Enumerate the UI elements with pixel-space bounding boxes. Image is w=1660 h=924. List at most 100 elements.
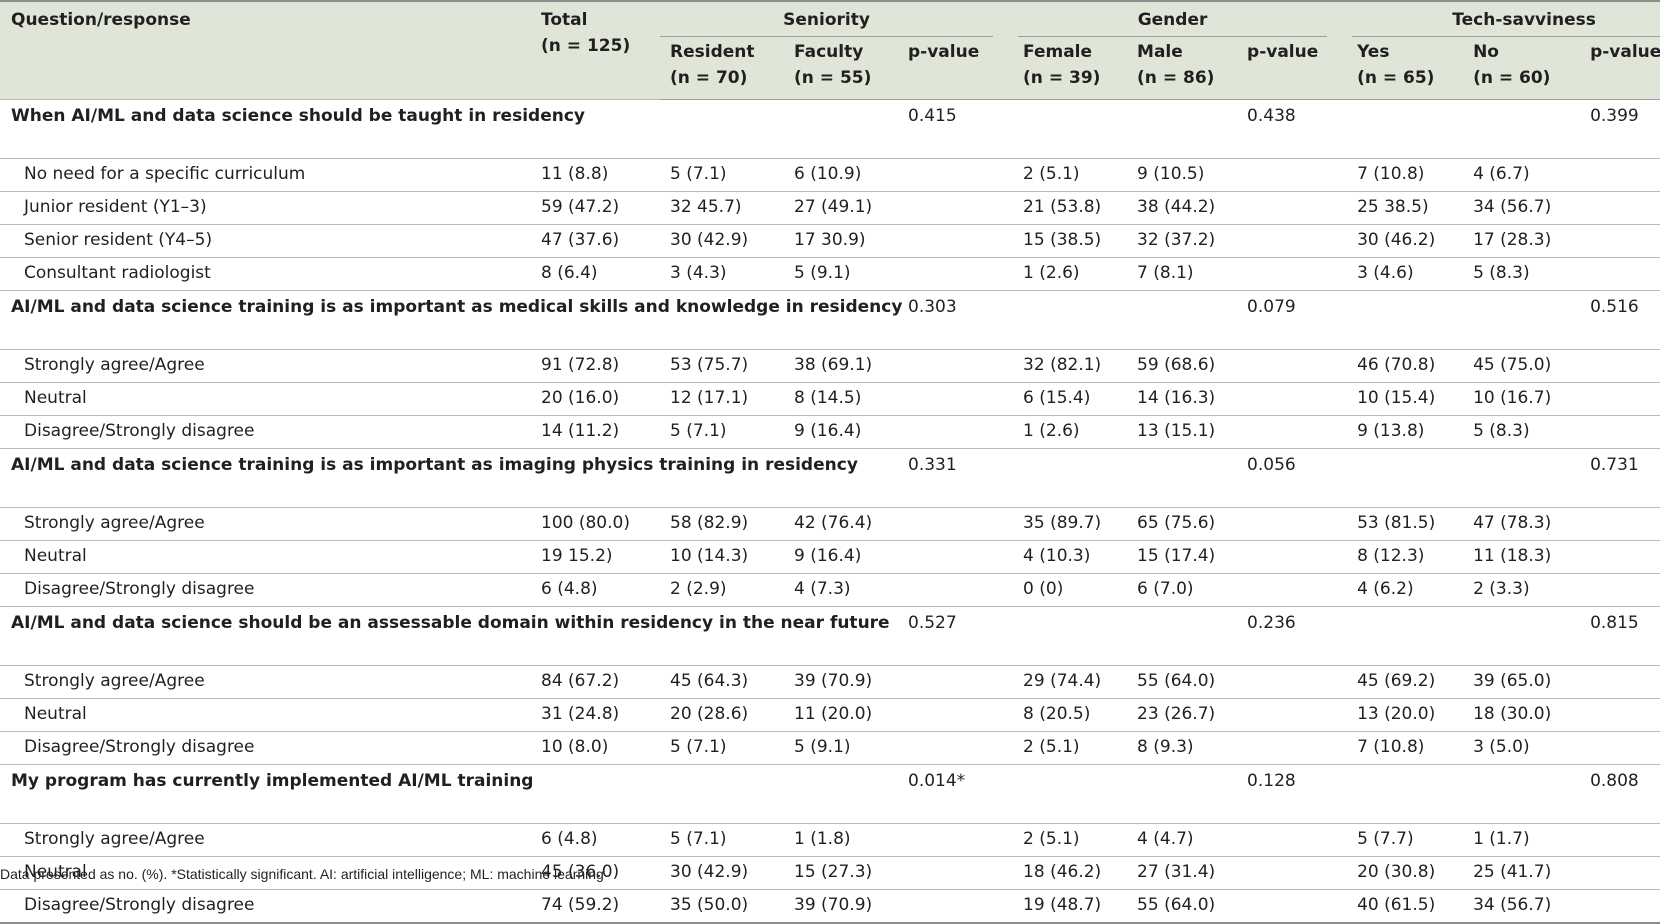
empty-cell [537, 98, 660, 158]
question-text: AI/ML and data science training is as im… [0, 289, 902, 349]
empty-cell [784, 447, 898, 507]
header-col-seniority-p-value: p-value [898, 37, 1014, 100]
empty-cell [784, 605, 898, 665]
table-footnote: Data presented as no. (%). *Statisticall… [0, 866, 604, 882]
empty-cell [1237, 572, 1348, 606]
header-group-seniority: Seniority [660, 0, 1014, 37]
response-value: 15 (38.5) [1013, 223, 1128, 257]
empty-cell [1580, 157, 1660, 191]
response-value: 3 (5.0) [1463, 730, 1581, 764]
response-value: 8 (14.5) [784, 381, 898, 415]
empty-cell [898, 157, 1014, 191]
response-value: 14 (11.2) [537, 414, 660, 448]
p-value: 0.438 [1237, 98, 1348, 158]
p-value: 0.236 [1237, 605, 1348, 665]
response-value: 1 (1.8) [784, 822, 898, 856]
response-value: 6 (4.8) [537, 572, 660, 606]
response-label: Strongly agree/Agree [0, 822, 537, 856]
empty-cell [1237, 855, 1348, 889]
header-group-gender: Gender [1013, 0, 1348, 37]
response-value: 21 (53.8) [1013, 190, 1128, 224]
header-col-tech-savviness-no: No (n = 60) [1463, 37, 1581, 100]
response-value: 7 (10.8) [1347, 730, 1464, 764]
response-value: 30 (42.9) [660, 855, 784, 889]
p-value: 0.516 [1580, 289, 1660, 349]
response-value: 6 (7.0) [1127, 572, 1238, 606]
empty-cell [898, 256, 1014, 290]
response-row: Neutral 45 (36.0) 30 (42.9) 15 (27.3) 18 (46… [0, 855, 1660, 889]
empty-cell [898, 855, 1014, 889]
empty-cell [1580, 697, 1660, 731]
response-value: 3 (4.3) [660, 256, 784, 290]
empty-cell [1013, 289, 1128, 349]
response-value: 39 (65.0) [1463, 664, 1581, 698]
response-row: Disagree/Strongly disagree 14 (11.2) 5 (7.… [0, 414, 1660, 448]
question-row: When AI/ML and data science should be ta… [0, 98, 1660, 158]
response-value: 84 (67.2) [537, 664, 660, 698]
empty-cell [660, 98, 784, 158]
empty-cell [1347, 605, 1464, 665]
response-value: 53 (75.7) [660, 348, 784, 382]
empty-cell [1463, 98, 1581, 158]
response-value: 0 (0) [1013, 572, 1128, 606]
empty-cell [1237, 730, 1348, 764]
empty-cell [1013, 763, 1128, 823]
empty-cell [1580, 414, 1660, 448]
empty-cell [1237, 506, 1348, 540]
empty-cell [1237, 539, 1348, 573]
response-row: Consultant radiologist 8 (6.4) 3 (4.3) 5 (9… [0, 256, 1660, 290]
empty-cell [537, 289, 660, 349]
empty-cell [1580, 348, 1660, 382]
empty-cell [1237, 664, 1348, 698]
empty-cell [898, 822, 1014, 856]
header-group-tech-savviness: Tech-savviness [1347, 0, 1660, 37]
question-text: When AI/ML and data science should be ta… [0, 98, 585, 158]
empty-cell [1237, 822, 1348, 856]
empty-cell [1237, 414, 1348, 448]
response-value: 40 (61.5) [1347, 888, 1464, 924]
response-value: 14 (16.3) [1127, 381, 1238, 415]
header-col-seniority-faculty: Faculty (n = 55) [784, 37, 898, 100]
p-value: 0.014* [898, 763, 1014, 823]
response-value: 6 (15.4) [1013, 381, 1128, 415]
empty-cell [1347, 98, 1464, 158]
empty-cell [898, 664, 1014, 698]
response-label: Neutral [0, 539, 537, 573]
empty-cell [1580, 190, 1660, 224]
p-value: 0.303 [898, 289, 1014, 349]
empty-cell [1127, 763, 1238, 823]
response-value: 25 38.5) [1347, 190, 1464, 224]
empty-cell [1237, 256, 1348, 290]
empty-cell [1580, 381, 1660, 415]
question-row: My program has currently implemented AI/… [0, 763, 1660, 823]
empty-cell [1580, 822, 1660, 856]
response-value: 39 (70.9) [784, 664, 898, 698]
empty-cell [898, 697, 1014, 731]
response-row: Disagree/Strongly disagree 10 (8.0) 5 (7.1… [0, 730, 1660, 764]
empty-cell [1237, 348, 1348, 382]
empty-cell [898, 414, 1014, 448]
empty-cell [784, 763, 898, 823]
response-value: 8 (6.4) [537, 256, 660, 290]
response-value: 2 (5.1) [1013, 822, 1128, 856]
response-row: Neutral 19 15.2) 10 (14.3) 9 (16.4) 4 (10.3)… [0, 539, 1660, 573]
response-value: 6 (10.9) [784, 157, 898, 191]
empty-cell [1237, 223, 1348, 257]
response-value: 5 (7.1) [660, 414, 784, 448]
header-col-tech-savviness-yes: Yes (n = 65) [1347, 37, 1464, 100]
response-value: 32 (37.2) [1127, 223, 1238, 257]
response-label: Strongly agree/Agree [0, 506, 537, 540]
question-text: AI/ML and data science training is as im… [0, 447, 858, 507]
empty-cell [1237, 697, 1348, 731]
response-value: 38 (69.1) [784, 348, 898, 382]
response-value: 17 (28.3) [1463, 223, 1581, 257]
empty-cell [660, 289, 784, 349]
empty-cell [1580, 539, 1660, 573]
response-value: 19 (48.7) [1013, 888, 1128, 924]
response-value: 29 (74.4) [1013, 664, 1128, 698]
empty-cell [784, 98, 898, 158]
response-label: Neutral [0, 697, 537, 731]
response-value: 32 45.7) [660, 190, 784, 224]
empty-cell [1127, 289, 1238, 349]
